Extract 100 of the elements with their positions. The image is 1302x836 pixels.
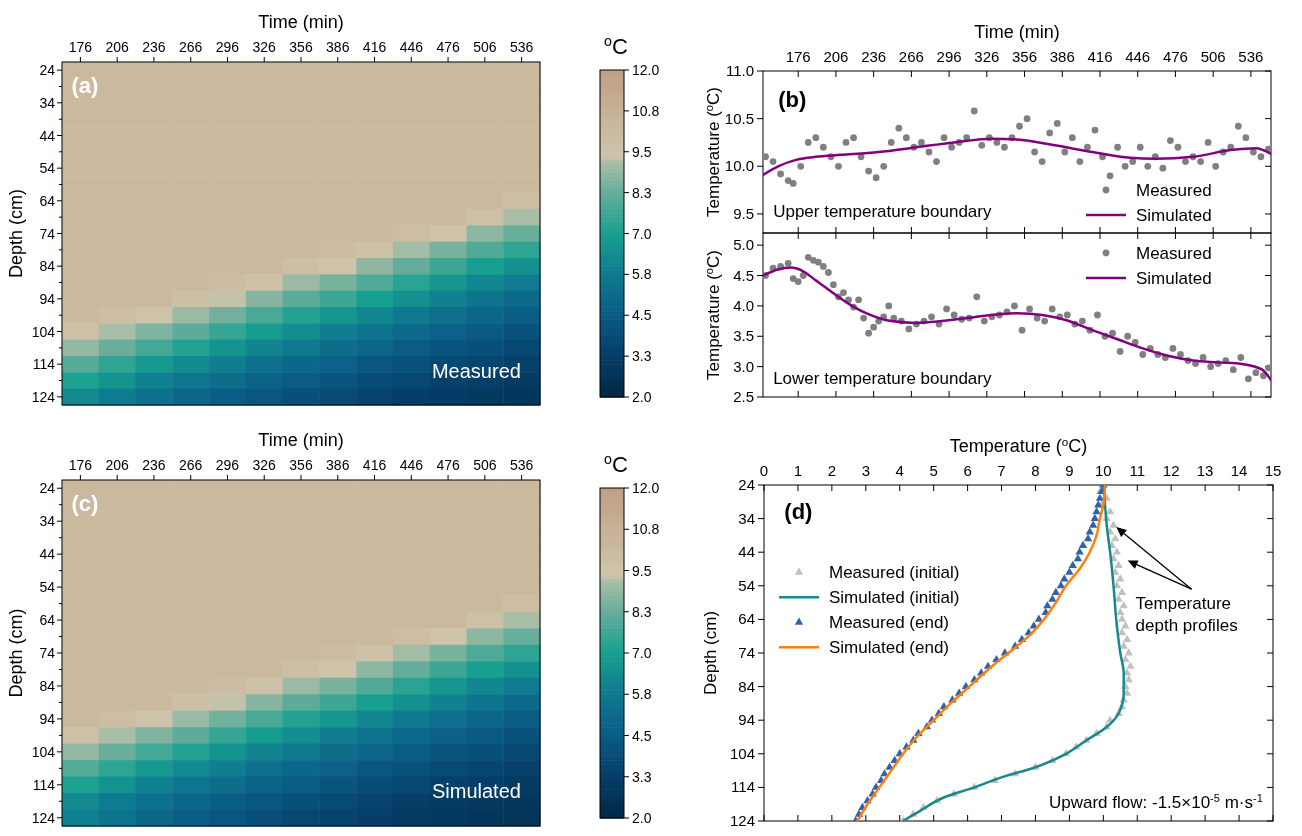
x-tick-label: 1 [793, 462, 803, 479]
annotation: Simulated [431, 780, 521, 803]
color-bar-label: 10.8 [632, 521, 660, 538]
y-tick-label: 94 [39, 290, 56, 307]
x-tick-label: 15 [1264, 462, 1282, 479]
legend-label: Measured (initial) [829, 563, 960, 583]
x-tick-label: 266 [179, 457, 203, 473]
y-tick-label: 4.0 [733, 296, 754, 314]
color-bar-label: 8.3 [632, 603, 652, 620]
legend-label: Simulated [1136, 206, 1212, 225]
x-tick-label: 176 [785, 48, 811, 65]
legend-label: Measured [1136, 244, 1212, 263]
y-tick-label: 10.0 [724, 157, 754, 175]
x-tick-label: 13 [1196, 462, 1214, 479]
color-bar-label: 8.3 [632, 184, 652, 201]
annotation: (c) [71, 491, 99, 517]
x-tick-label: 326 [252, 39, 277, 55]
y-axis-title: Depth (cm) [701, 610, 720, 696]
color-bar-label: 4.5 [632, 307, 652, 324]
x-tick-label: 296 [215, 39, 240, 55]
x-axis-title: Temperature ($^{o}$C) [949, 434, 1088, 456]
x-tick-label: 296 [936, 48, 962, 65]
x-tick-label: 536 [509, 39, 534, 55]
y-tick-label: 2.5 [733, 388, 754, 405]
y-tick-label: 84 [39, 677, 56, 694]
y-tick-label: 24 [39, 480, 56, 497]
x-tick-label: 14 [1230, 462, 1248, 479]
x-tick-label: 356 [289, 39, 313, 55]
y-tick-label: 104 [31, 323, 56, 340]
y-tick-label: 114 [32, 776, 56, 793]
x-tick-label: 506 [473, 457, 497, 473]
legend-label: Simulated (initial) [829, 588, 960, 608]
y-tick-label: 124 [31, 809, 56, 826]
color-bar-label: 10.8 [632, 102, 660, 119]
x-tick-label: 176 [68, 39, 93, 55]
x-tick-label: 326 [974, 48, 1000, 65]
annotation: Lower temperature boundary [773, 368, 992, 388]
x-tick-label: 416 [362, 457, 387, 473]
y-tick-label: 94 [738, 711, 755, 729]
x-tick-label: 476 [436, 457, 460, 473]
y-tick-label: 74 [39, 225, 56, 242]
y-tick-label: 44 [39, 546, 56, 563]
y-tick-label: 24 [39, 62, 56, 79]
color-bar-label: 9.5 [632, 562, 652, 579]
x-tick-label: 10 [1094, 462, 1112, 479]
x-tick-label: 386 [1049, 48, 1075, 65]
color-bar-label: 7.0 [632, 225, 652, 242]
x-tick-label: 9 [1065, 462, 1074, 479]
x-tick-label: 5 [929, 462, 938, 479]
y-tick-label: 44 [39, 127, 56, 144]
x-tick-label: 176 [68, 457, 93, 473]
y-tick-label: 84 [39, 258, 56, 275]
y-tick-label: 10.5 [724, 109, 754, 127]
x-tick-label: 206 [105, 457, 130, 473]
x-tick-label: 356 [1012, 48, 1038, 65]
x-tick-label: 416 [362, 39, 387, 55]
y-tick-label: 44 [738, 543, 755, 561]
y-tick-label: 114 [731, 778, 755, 796]
color-bar-label: 12.0 [632, 62, 660, 78]
x-tick-label: 506 [473, 39, 497, 55]
y-tick-label: 104 [729, 744, 755, 762]
color-bar-label: 7.0 [632, 645, 652, 661]
y-tick-label: 11.0 [725, 62, 754, 79]
y-tick-label: 4.5 [733, 266, 754, 284]
x-tick-label: 356 [289, 457, 313, 473]
x-tick-label: 326 [252, 457, 277, 473]
x-tick-label: 206 [823, 48, 849, 65]
x-tick-label: 386 [326, 39, 350, 55]
x-tick-label: 416 [1087, 48, 1113, 65]
x-tick-label: 236 [861, 48, 887, 65]
x-tick-label: 266 [898, 48, 924, 65]
y-tick-label: 34 [738, 509, 755, 527]
x-tick-label: 266 [179, 39, 203, 55]
x-tick-label: 446 [399, 457, 424, 473]
x-tick-label: 446 [399, 39, 424, 55]
x-tick-label: 386 [326, 457, 350, 473]
y-tick-label: 64 [738, 610, 755, 628]
x-tick-label: 506 [1200, 48, 1226, 65]
y-tick-label: 5.0 [733, 236, 754, 254]
color-bar-label: 9.5 [632, 143, 652, 160]
y-tick-label: 54 [39, 579, 56, 596]
y-tick-label: 34 [39, 513, 56, 530]
legend-label: Simulated (end) [829, 638, 950, 658]
x-tick-label: 446 [1125, 48, 1151, 65]
color-bar-label: 5.8 [632, 266, 652, 283]
y-tick-label: 3.0 [733, 357, 754, 375]
y-tick-label: 9.5 [733, 204, 754, 222]
color-bar-label: 12.0 [632, 480, 660, 496]
y-axis-title: Depth (cm) [6, 608, 26, 698]
x-tick-label: 236 [142, 457, 166, 473]
y-tick-label: 124 [729, 812, 755, 829]
x-tick-label: 476 [436, 39, 460, 55]
x-axis-title: Time (min) [258, 430, 344, 450]
y-tick-label: 124 [31, 388, 56, 405]
annotation: Upper temperature boundary [773, 201, 992, 221]
y-tick-label: 64 [39, 192, 56, 209]
x-tick-label: 4 [895, 462, 904, 479]
y-tick-label: 24 [738, 476, 755, 493]
color-bar-label: 5.8 [632, 686, 652, 703]
color-bar-label: 2.0 [632, 389, 652, 405]
